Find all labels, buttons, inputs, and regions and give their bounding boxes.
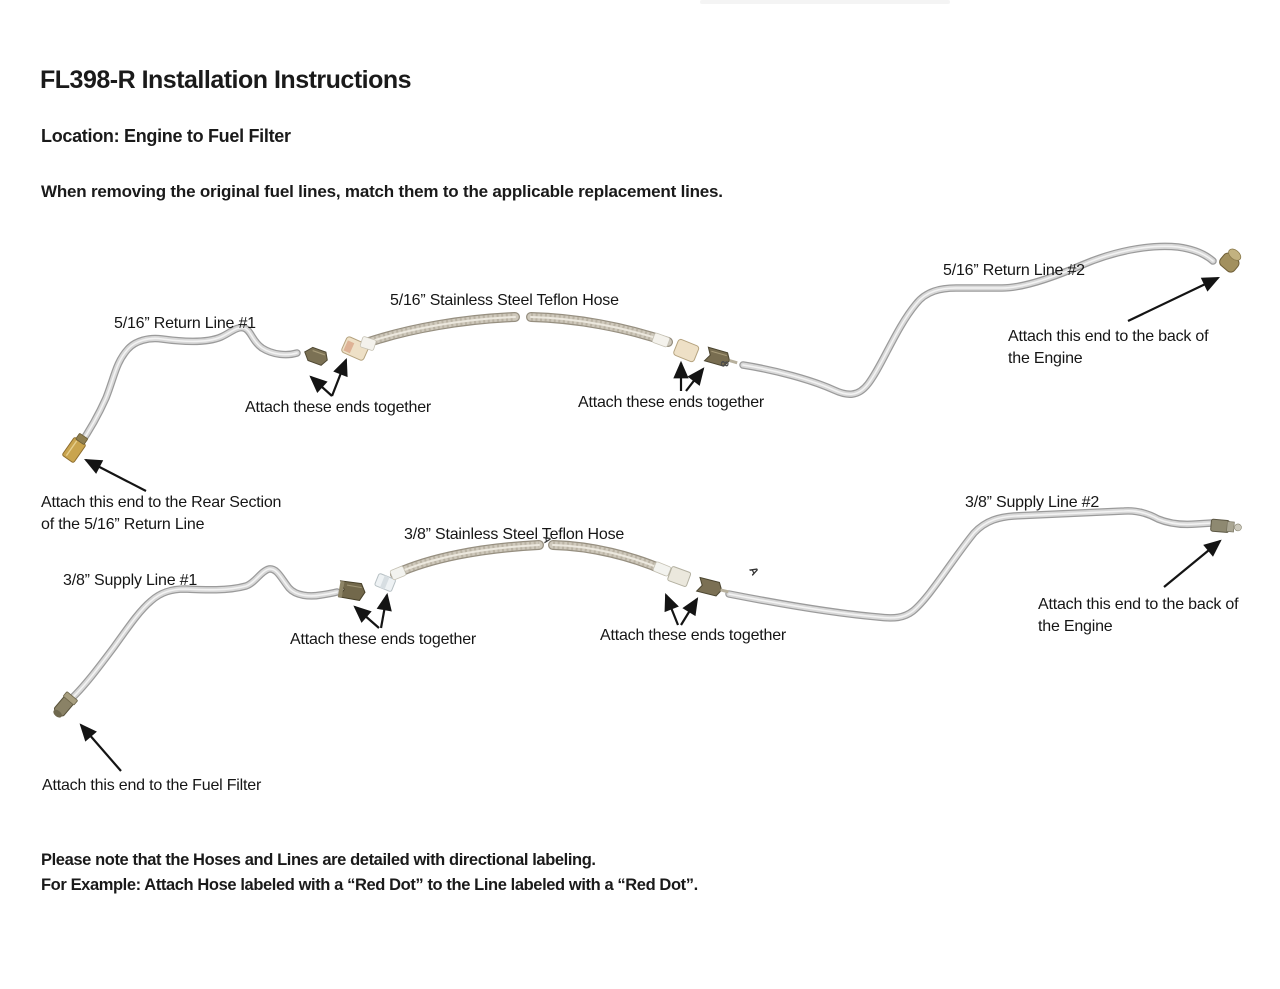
return-line-1-tube <box>79 328 297 446</box>
brass-fitting-rear-section <box>62 433 88 463</box>
label-fuel-filter: Attach this end to the Fuel Filter <box>42 777 262 794</box>
arrow-attach-top-left-b <box>330 357 348 397</box>
footer-note-line2: For Example: Attach Hose labeled with a … <box>41 876 698 894</box>
engine-fitting-return-line-2 <box>1219 248 1242 273</box>
label-engine-bottom: Attach this end to the back of the Engin… <box>1038 594 1278 638</box>
hose-collar-bottom-left <box>389 565 407 581</box>
teflon-hose-516 <box>366 317 668 343</box>
arrow-attach-bottom-left-b <box>376 592 392 629</box>
hose-nut-bottom-right <box>667 566 692 587</box>
label-supply-line-2: 3/8” Supply Line #2 <box>965 494 1100 511</box>
male-fitting-bottom-left <box>337 580 366 601</box>
label-rear-section-line1: Attach this end to the Rear Section <box>41 494 282 511</box>
label-attach-top-right: Attach these ends together <box>578 394 765 411</box>
hose-collar-top-right <box>651 332 671 348</box>
label-return-line-1: 5/16” Return Line #1 <box>114 315 256 332</box>
label-attach-bottom-left: Attach these ends together <box>290 631 477 648</box>
location-line: Location: Engine to Fuel Filter <box>41 126 291 146</box>
label-engine-top-line2: the Engine <box>1008 350 1083 367</box>
male-fitting-bottom-right <box>695 576 729 597</box>
arrow-rear-section <box>84 458 147 492</box>
arrow-engine-top <box>1127 277 1220 322</box>
arrow-attach-bottom-right-b <box>680 597 699 626</box>
arrow-attach-bottom-left-a <box>353 605 380 629</box>
arrow-attach-top-left-a <box>309 375 333 397</box>
teflon-hose-38 <box>395 545 666 574</box>
label-return-line-2: 5/16” Return Line #2 <box>943 262 1085 279</box>
label-engine-bottom-line2: the Engine <box>1038 618 1113 635</box>
callout-arrows <box>79 277 1222 772</box>
label-engine-top-line1: Attach this end to the back of <box>1008 328 1209 345</box>
footer-note-line1: Please note that the Hoses and Lines are… <box>41 851 596 869</box>
label-supply-line-1: 3/8” Supply Line #1 <box>63 572 198 589</box>
page-title: FL398-R Installation Instructions <box>40 66 412 94</box>
label-engine-bottom-line1: Attach this end to the back of <box>1038 596 1239 613</box>
intro-note: When removing the original fuel lines, m… <box>41 182 723 201</box>
hose-collar-top-left <box>359 336 377 351</box>
arrow-fuel-filter <box>79 723 122 772</box>
label-hose-38: 3/8” Stainless Steel Teflon Hose <box>404 526 625 543</box>
fuel-filter-fitting <box>53 691 78 718</box>
male-fitting-top-right <box>703 346 738 367</box>
hose-nut-bottom-left <box>374 573 396 592</box>
label-attach-bottom-right: Attach these ends together <box>600 627 787 644</box>
arrow-engine-bottom <box>1163 539 1222 588</box>
label-rear-section-line2: of the 5/16” Return Line <box>41 516 205 533</box>
direction-mark-top: 8 <box>717 360 730 368</box>
page-edge-artifact <box>700 0 950 4</box>
arrow-attach-bottom-right-a <box>664 592 680 626</box>
label-hose-516: 5/16” Stainless Steel Teflon Hose <box>390 292 619 309</box>
label-engine-top: Attach this end to the back of the Engin… <box>1008 326 1248 370</box>
arrow-attach-top-right-b <box>685 367 705 392</box>
male-fitting-top-left <box>304 346 328 366</box>
engine-fitting-supply-line-2 <box>1210 518 1242 533</box>
label-attach-top-left: Attach these ends together <box>245 399 432 416</box>
hose-collar-bottom-right <box>652 561 672 577</box>
hose-nut-top-right <box>673 338 700 363</box>
label-rear-section: Attach this end to the Rear Section of t… <box>41 492 321 536</box>
